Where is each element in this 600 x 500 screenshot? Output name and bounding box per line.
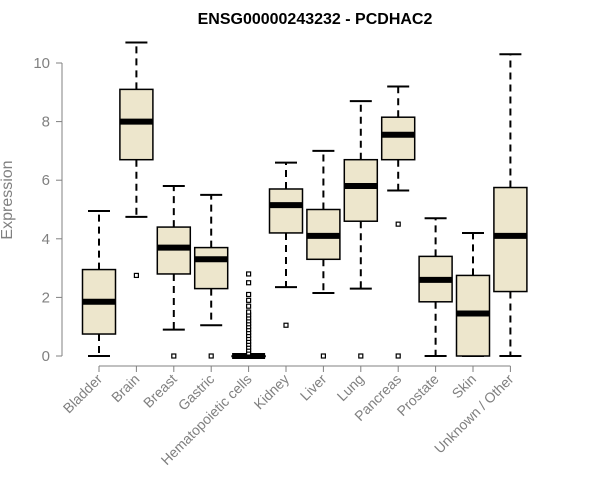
- x-tick-label: Prostate: [394, 371, 442, 419]
- outlier-point: [320, 353, 326, 359]
- x-tick-label: Liver: [297, 371, 330, 404]
- outlier-point: [358, 353, 364, 359]
- box-brain: [119, 41, 154, 279]
- iqr-box: [268, 188, 304, 234]
- box-kidney: [268, 161, 304, 328]
- box-lung: [343, 100, 379, 359]
- outlier-point: [246, 291, 252, 298]
- outlier-point: [283, 322, 289, 328]
- x-tick-label: Kidney: [251, 371, 293, 413]
- y-tick-label: 10: [33, 55, 50, 72]
- y-tick-label: 0: [42, 348, 50, 365]
- iqr-box: [493, 186, 528, 293]
- box-unknown-other: [493, 53, 528, 357]
- box-bladder: [81, 209, 117, 357]
- x-tick-label: Breast: [140, 371, 180, 411]
- box-breast: [156, 185, 192, 359]
- y-tick-label: 8: [42, 114, 50, 131]
- y-tick-label: 2: [42, 289, 50, 306]
- iqr-box: [380, 116, 416, 161]
- outlier-point: [246, 280, 252, 286]
- box-prostate: [418, 217, 453, 357]
- outlier-point: [246, 271, 252, 277]
- plot-area: [81, 41, 528, 359]
- y-axis-label: Expression: [0, 160, 16, 239]
- box-gastric: [193, 193, 229, 359]
- iqr-box: [193, 246, 229, 290]
- outlier-point: [395, 353, 401, 359]
- outlier-point: [246, 309, 252, 315]
- outlier-point: [395, 221, 401, 227]
- outlier-point: [171, 353, 177, 359]
- x-tick-label: Lung: [334, 371, 367, 404]
- outlier-point: [208, 353, 214, 359]
- iqr-box: [343, 158, 379, 222]
- x-tick-label: Bladder: [60, 371, 106, 417]
- outlier-point: [246, 297, 252, 303]
- y-tick-label: 4: [42, 231, 50, 248]
- x-tick-label: Skin: [449, 371, 480, 402]
- y-axis: 0 2 4 6 8 10: [33, 55, 63, 365]
- box-hematopoietic-cells: [231, 271, 266, 359]
- x-tick-label: Brain: [108, 371, 142, 405]
- box-skin: [455, 231, 491, 357]
- chart-title: ENSG00000243232 - PCDHAC2: [198, 11, 433, 28]
- outlier-point: [133, 272, 139, 279]
- box-pancreas: [380, 85, 416, 359]
- outlier-point: [246, 303, 252, 309]
- box-liver: [306, 149, 341, 359]
- y-tick-label: 6: [42, 172, 50, 189]
